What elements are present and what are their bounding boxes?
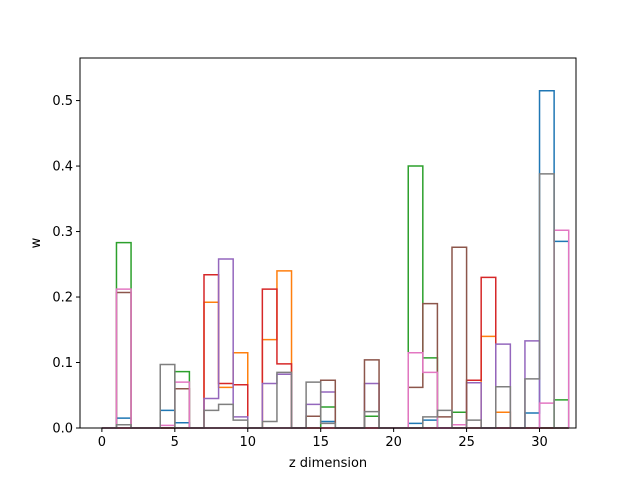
x-tick-label: 10 [239, 435, 256, 450]
x-axis-label: z dimension [289, 456, 367, 471]
x-tick-label: 0 [98, 435, 106, 450]
y-tick-label: 0.5 [52, 94, 73, 109]
y-tick-label: 0.2 [52, 291, 73, 306]
x-tick-label: 5 [171, 435, 179, 450]
plot-frame [79, 57, 577, 429]
x-tick-label: 20 [385, 435, 402, 450]
y-tick-label: 0.4 [52, 160, 73, 175]
x-tick-label: 15 [312, 435, 329, 450]
y-axis-label: w [29, 237, 44, 248]
x-tick-label: 25 [458, 435, 475, 450]
y-tick-label: 0.3 [52, 225, 73, 240]
x-axis: 0 5 10 15 20 25 30 [98, 428, 548, 450]
y-axis: 0.0 0.1 0.2 0.3 0.4 0.5 [52, 94, 80, 437]
y-tick-label: 0.0 [52, 422, 73, 437]
x-tick-label: 30 [531, 435, 548, 450]
y-tick-label: 0.1 [52, 356, 73, 371]
